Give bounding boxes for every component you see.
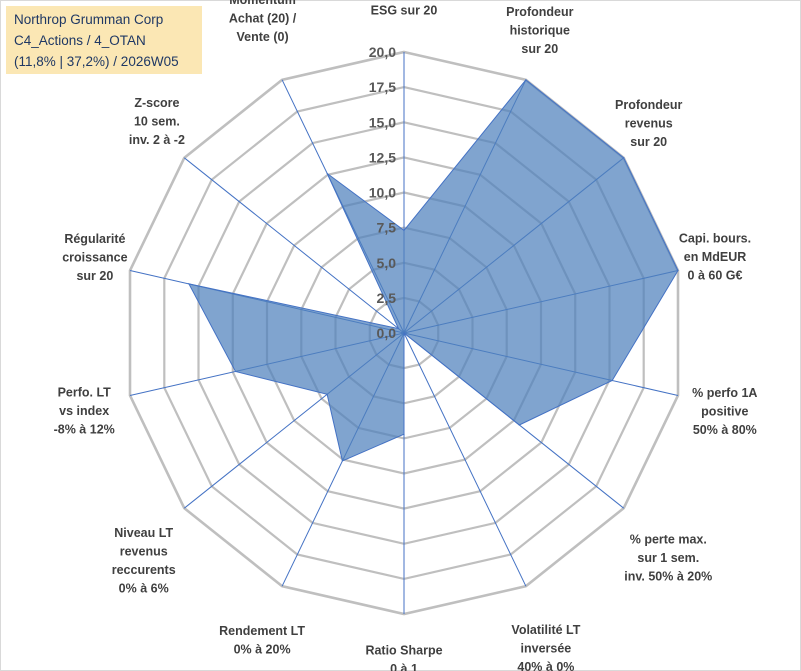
category-label-9: Rendement LT 0% à 20% <box>219 624 305 657</box>
category-label-3: Profondeur revenus sur 20 <box>615 98 682 149</box>
data-point-10 <box>326 393 328 395</box>
tick-label-7: 17,5 <box>369 79 396 95</box>
tick-label-1: 2,5 <box>377 290 397 306</box>
category-label-14: Momentum Achat (20) / Vente (0) <box>229 0 297 44</box>
series-layer <box>187 79 679 462</box>
data-point-14 <box>326 172 328 175</box>
title-line-1: Northrop Grumman Corp <box>14 12 164 27</box>
series-area-1 <box>187 79 679 462</box>
tick-label-2: 5,0 <box>377 255 397 271</box>
data-point-1 <box>403 229 405 231</box>
spoke-7 <box>403 332 527 587</box>
radial-tick-labels: 0,0 2,5 5,0 7,5 10,0 12,5 15,0 17,5 20,0 <box>369 44 396 341</box>
title-line-2: C4_Actions / 4_OTAN <box>14 33 146 48</box>
data-point-4 <box>677 269 679 272</box>
category-label-10: Niveau LT revenus reccurents 0% à 6% <box>112 526 176 596</box>
data-point-2 <box>525 79 527 81</box>
category-label-1: NoteESG sur 20 <box>371 0 438 18</box>
chart-title-box: Northrop Grumman Corp C4_Actions / 4_OTA… <box>6 6 202 74</box>
category-label-6: % perte max. sur 1 sem. inv. 50% à 20% <box>624 533 712 584</box>
tick-label-4: 10,0 <box>369 185 396 201</box>
category-label-12: Régularité croissance sur 20 <box>62 232 127 283</box>
category-label-4: Capi. bours. en MdEUR 0 à 60 G€ <box>679 231 751 282</box>
data-point-11 <box>234 370 237 373</box>
data-point-7 <box>403 332 405 334</box>
category-label-5: % perfo 1A positive 50% à 80% <box>692 386 757 437</box>
category-label-11: Perfo. LT vs index -8% à 12% <box>54 386 115 437</box>
spoke-13 <box>183 157 405 334</box>
title-line-3: (11,8% | 37,2%) / 2026W05 <box>14 54 179 69</box>
tick-label-8: 20,0 <box>369 44 396 60</box>
data-point-3 <box>623 157 625 159</box>
tick-label-5: 12,5 <box>369 149 396 165</box>
data-point-12 <box>188 283 190 285</box>
tick-label-0: 0,0 <box>377 325 397 341</box>
category-label-7: Volatilité LT inversée 40% à 0% <box>511 623 580 671</box>
tick-label-6: 15,0 <box>369 114 396 130</box>
category-label-2: Profondeur historique sur 20 <box>506 5 573 56</box>
data-point-13 <box>397 328 400 330</box>
data-point-6 <box>518 424 520 426</box>
category-label-13: Z-score 10 sem. inv. 2 à -2 <box>129 96 185 147</box>
data-point-9 <box>341 460 343 462</box>
category-label-8: Ratio Sharpe 0 à 1 <box>365 644 442 671</box>
tick-label-3: 7,5 <box>377 220 397 236</box>
data-point-8 <box>403 433 405 435</box>
data-point-5 <box>611 379 613 382</box>
